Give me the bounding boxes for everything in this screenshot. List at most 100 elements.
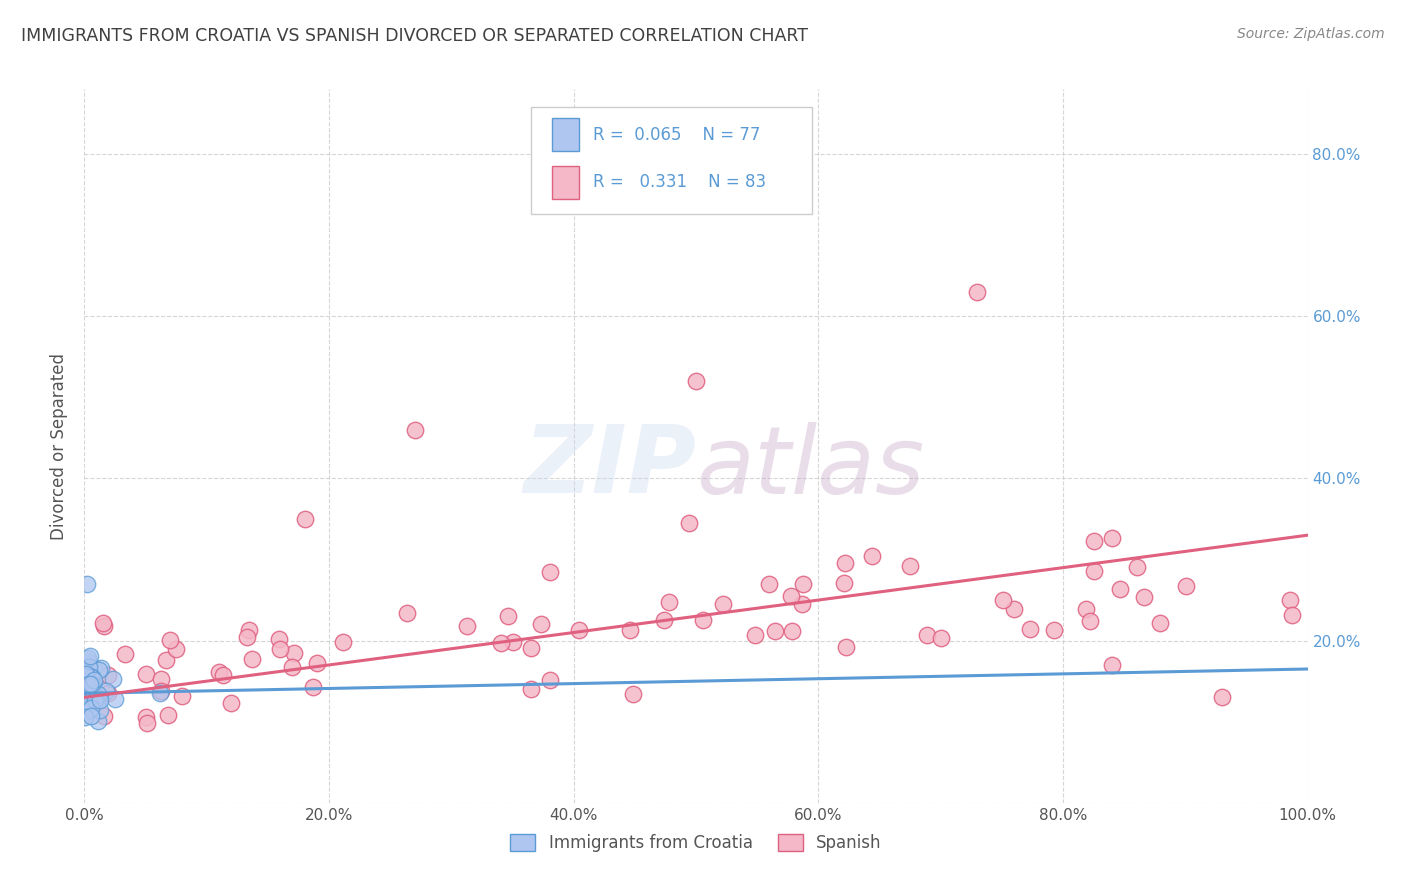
- Point: [744, 628, 766, 642]
- Point: [86, 694, 108, 708]
- Point: [149, 686, 172, 700]
- Point: [76, 577, 98, 591]
- Point: [75, 705, 97, 719]
- Point: [77, 676, 100, 690]
- Point: [692, 613, 714, 627]
- Point: [77, 690, 100, 704]
- Point: [135, 716, 157, 731]
- Point: [1042, 623, 1064, 637]
- Point: [80, 698, 103, 713]
- Point: [79, 648, 101, 663]
- Point: [568, 623, 591, 637]
- Point: [89, 663, 111, 677]
- Point: [149, 684, 172, 698]
- Point: [621, 687, 644, 701]
- Point: [94, 684, 117, 698]
- Point: [83, 674, 105, 689]
- Point: [76, 665, 98, 680]
- Point: [283, 646, 305, 660]
- Point: [75, 696, 97, 710]
- Point: [89, 703, 111, 717]
- Point: [75, 676, 97, 690]
- Point: [779, 589, 801, 603]
- Point: [758, 577, 780, 591]
- Point: [82, 684, 104, 698]
- Point: [502, 635, 524, 649]
- Point: [93, 615, 115, 630]
- Point: [80, 709, 103, 723]
- Point: [212, 668, 235, 682]
- Point: [76, 695, 98, 709]
- Point: [165, 642, 187, 657]
- Point: [76, 678, 98, 692]
- Point: [155, 653, 177, 667]
- Point: [993, 593, 1015, 607]
- Point: [114, 648, 136, 662]
- Point: [87, 687, 110, 701]
- Point: [281, 660, 304, 674]
- Point: [79, 700, 101, 714]
- Point: [76, 668, 98, 682]
- FancyBboxPatch shape: [551, 119, 578, 151]
- Point: [80, 692, 103, 706]
- Text: Source: ZipAtlas.com: Source: ZipAtlas.com: [1237, 27, 1385, 41]
- Point: [77, 656, 100, 670]
- Point: [79, 665, 101, 680]
- Point: [658, 595, 681, 609]
- Point: [966, 285, 988, 299]
- Point: [520, 641, 543, 656]
- Point: [76, 694, 98, 708]
- Point: [76, 668, 98, 682]
- Point: [1109, 582, 1132, 596]
- Point: [834, 556, 856, 570]
- Point: [898, 558, 921, 573]
- Point: [792, 577, 814, 591]
- Point: [395, 606, 418, 620]
- Point: [1083, 533, 1105, 548]
- Point: [79, 682, 101, 697]
- Point: [780, 624, 803, 638]
- Point: [84, 692, 107, 706]
- Point: [82, 685, 104, 699]
- Point: [135, 710, 157, 724]
- Point: [104, 692, 127, 706]
- Text: ZIP: ZIP: [523, 421, 696, 514]
- Point: [1126, 560, 1149, 574]
- Point: [678, 516, 700, 530]
- Point: [832, 576, 855, 591]
- Point: [711, 597, 734, 611]
- Point: [240, 651, 263, 665]
- Point: [77, 689, 100, 703]
- Point: [80, 680, 103, 694]
- Point: [103, 672, 125, 686]
- Point: [75, 666, 97, 681]
- Point: [80, 670, 103, 684]
- Point: [1101, 531, 1123, 545]
- Point: [156, 708, 179, 723]
- Point: [294, 512, 316, 526]
- Point: [82, 670, 104, 684]
- Point: [1211, 690, 1233, 705]
- Point: [519, 682, 541, 697]
- Point: [75, 677, 97, 691]
- Point: [149, 672, 172, 686]
- Point: [489, 636, 512, 650]
- Legend: Immigrants from Croatia, Spanish: Immigrants from Croatia, Spanish: [503, 827, 889, 859]
- Point: [75, 668, 97, 682]
- Point: [496, 609, 519, 624]
- Point: [80, 681, 103, 696]
- Point: [1004, 602, 1026, 616]
- Text: R =   0.331    N = 83: R = 0.331 N = 83: [593, 173, 766, 192]
- Point: [305, 656, 328, 670]
- Point: [89, 693, 111, 707]
- Point: [267, 632, 290, 647]
- Point: [76, 683, 98, 698]
- Point: [332, 634, 354, 648]
- Point: [1133, 591, 1156, 605]
- Point: [97, 667, 120, 681]
- Text: R =  0.065    N = 77: R = 0.065 N = 77: [593, 126, 761, 144]
- Point: [83, 661, 105, 675]
- Point: [931, 631, 953, 645]
- Point: [1074, 602, 1097, 616]
- Point: [77, 674, 100, 689]
